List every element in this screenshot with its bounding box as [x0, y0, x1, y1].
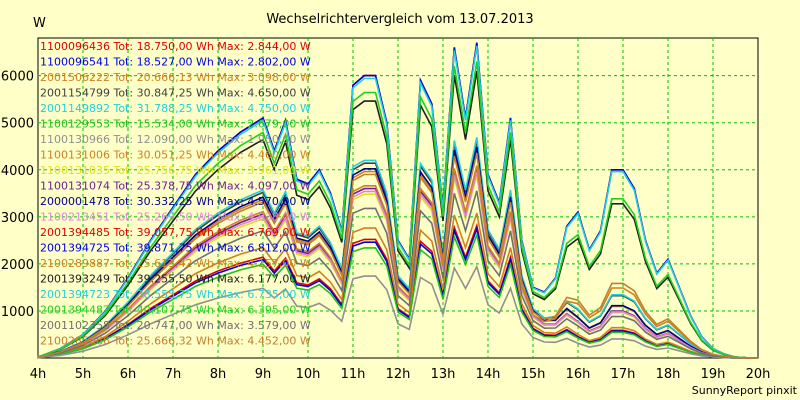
x-tick-label: 15h: [521, 367, 546, 382]
x-tick-label: 12h: [386, 367, 411, 382]
legend-entry: 2001394487 Tot: 40.107,75 Wh Max: 6.395,…: [40, 304, 311, 317]
series-line: [37, 264, 758, 359]
x-tick-label: 10h: [296, 367, 321, 382]
legend: 1100096436 Tot: 18.750,00 Wh Max: 2.844,…: [40, 40, 311, 348]
legend-entry: 1100130966 Tot: 12.090,00 Wh Max: 1.950,…: [40, 133, 311, 146]
x-tick-label: 4h: [30, 367, 47, 382]
x-tick-label: 7h: [165, 367, 182, 382]
y-axis-unit: W: [33, 16, 46, 31]
y-ticks: 1000 2000 3000 4000 5000 6000: [1, 70, 34, 320]
x-tick-label: 11h: [341, 367, 366, 382]
y-tick-label: 5000: [1, 117, 34, 132]
x-tick-label: 8h: [210, 367, 227, 382]
legend-entry: 2001506222 Tot: 20.666,13 Wh Max: 3.098,…: [40, 71, 311, 84]
series-line: [37, 61, 759, 359]
y-tick-label: 2000: [1, 258, 34, 273]
x-tick-label: 16h: [566, 367, 591, 382]
legend-entry: 2001393249 Tot: 39.255,50 Wh Max: 6.177,…: [40, 273, 311, 286]
y-tick-label: 3000: [1, 211, 34, 226]
y-tick-label: 6000: [1, 70, 34, 85]
series-lines: [37, 42, 759, 359]
x-tick-label: 5h: [75, 367, 92, 382]
x-tick-label: 19h: [701, 367, 726, 382]
x-tick-label: 14h: [476, 367, 501, 382]
x-tick-label: 20h: [746, 367, 771, 382]
legend-entry: 1100131035 Tot: 25.756,75 Wh Max: 3.961,…: [40, 164, 311, 177]
x-tick-label: 9h: [255, 367, 272, 382]
series-line: [37, 146, 759, 359]
legend-entry: 1100096436 Tot: 18.750,00 Wh Max: 2.844,…: [40, 40, 311, 53]
legend-entry: 2001394725 Tot: 39.871,75 Wh Max: 6.812,…: [40, 242, 311, 255]
y-tick-label: 4000: [1, 164, 34, 179]
legend-entry: 1100131074 Tot: 25.378,75 Wh Max: 4.097,…: [40, 180, 311, 193]
legend-entry: 1100213451 Tot: 25.269,50 Wh Max: 4.038,…: [40, 211, 311, 224]
series-line: [37, 152, 759, 359]
legend-entry: 1100129553 Tot: 15.534,00 Wh Max: 2.679,…: [40, 118, 311, 131]
x-ticks: 4h 5h 6h 7h 8h 9h 10h 11h 12h 13h 14h 15h 16h 17h 18h 1…: [30, 367, 771, 382]
legend-entry: 2100285666 Tot: 25.666,32 Wh Max: 4.452,…: [40, 335, 311, 348]
legend-entry: 2001102358 Tot: 20.747,00 Wh Max: 3.579,…: [40, 319, 311, 332]
legend-entry: 2001149892 Tot: 31.788,25 Wh Max: 4.750,…: [40, 102, 311, 115]
x-tick-label: 6h: [120, 367, 137, 382]
legend-entry: 2001154799 Tot: 30.847,25 Wh Max: 4.650,…: [40, 87, 311, 100]
legend-entry: 1100131006 Tot: 30.051,25 Wh Max: 4.460,…: [40, 149, 311, 162]
chart-title: Wechselrichtervergleich vom 13.07.2013: [266, 12, 533, 27]
x-tick-label: 18h: [656, 367, 681, 382]
series-line: [37, 137, 759, 359]
x-tick-label: 13h: [431, 367, 456, 382]
series-line: [37, 45, 759, 359]
legend-entry: 2001394485 Tot: 39.057,75 Wh Max: 6.769,…: [40, 226, 311, 239]
y-tick-label: 1000: [1, 305, 34, 320]
series-line: [37, 165, 759, 359]
legend-entry: 2100289887 Tot: 25.613,42 Wh Max: 4.157,…: [40, 257, 311, 270]
footer-credit: SunnyReport pinxit: [692, 384, 798, 397]
series-line: [37, 190, 759, 359]
legend-entry: 1100096541 Tot: 18.527,00 Wh Max: 2.802,…: [40, 56, 311, 69]
legend-entry: 2000001478 Tot: 30.332,25 Wh Max: 4.570,…: [40, 195, 311, 208]
legend-entry: 2001394723 Tot: 38.555,75 Wh Max: 6.735,…: [40, 288, 311, 301]
x-tick-label: 17h: [611, 367, 636, 382]
series-line: [37, 232, 758, 359]
series-line: [37, 212, 758, 359]
